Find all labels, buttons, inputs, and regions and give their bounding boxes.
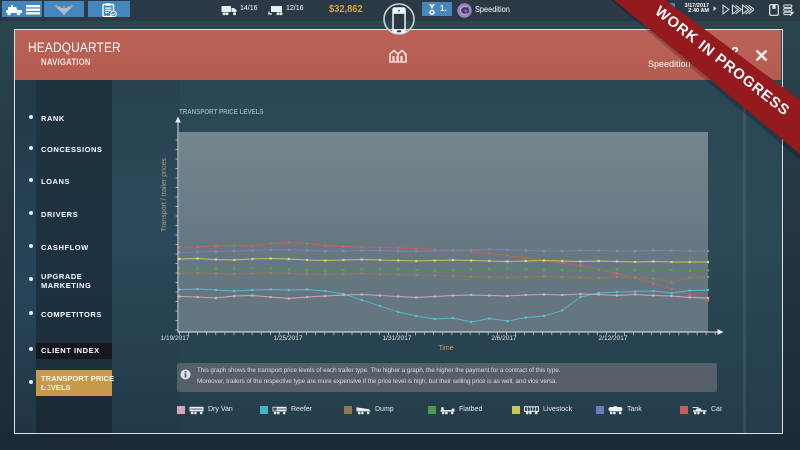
svg-text:WORK IN PROGRESS: WORK IN PROGRESS [652,4,793,120]
